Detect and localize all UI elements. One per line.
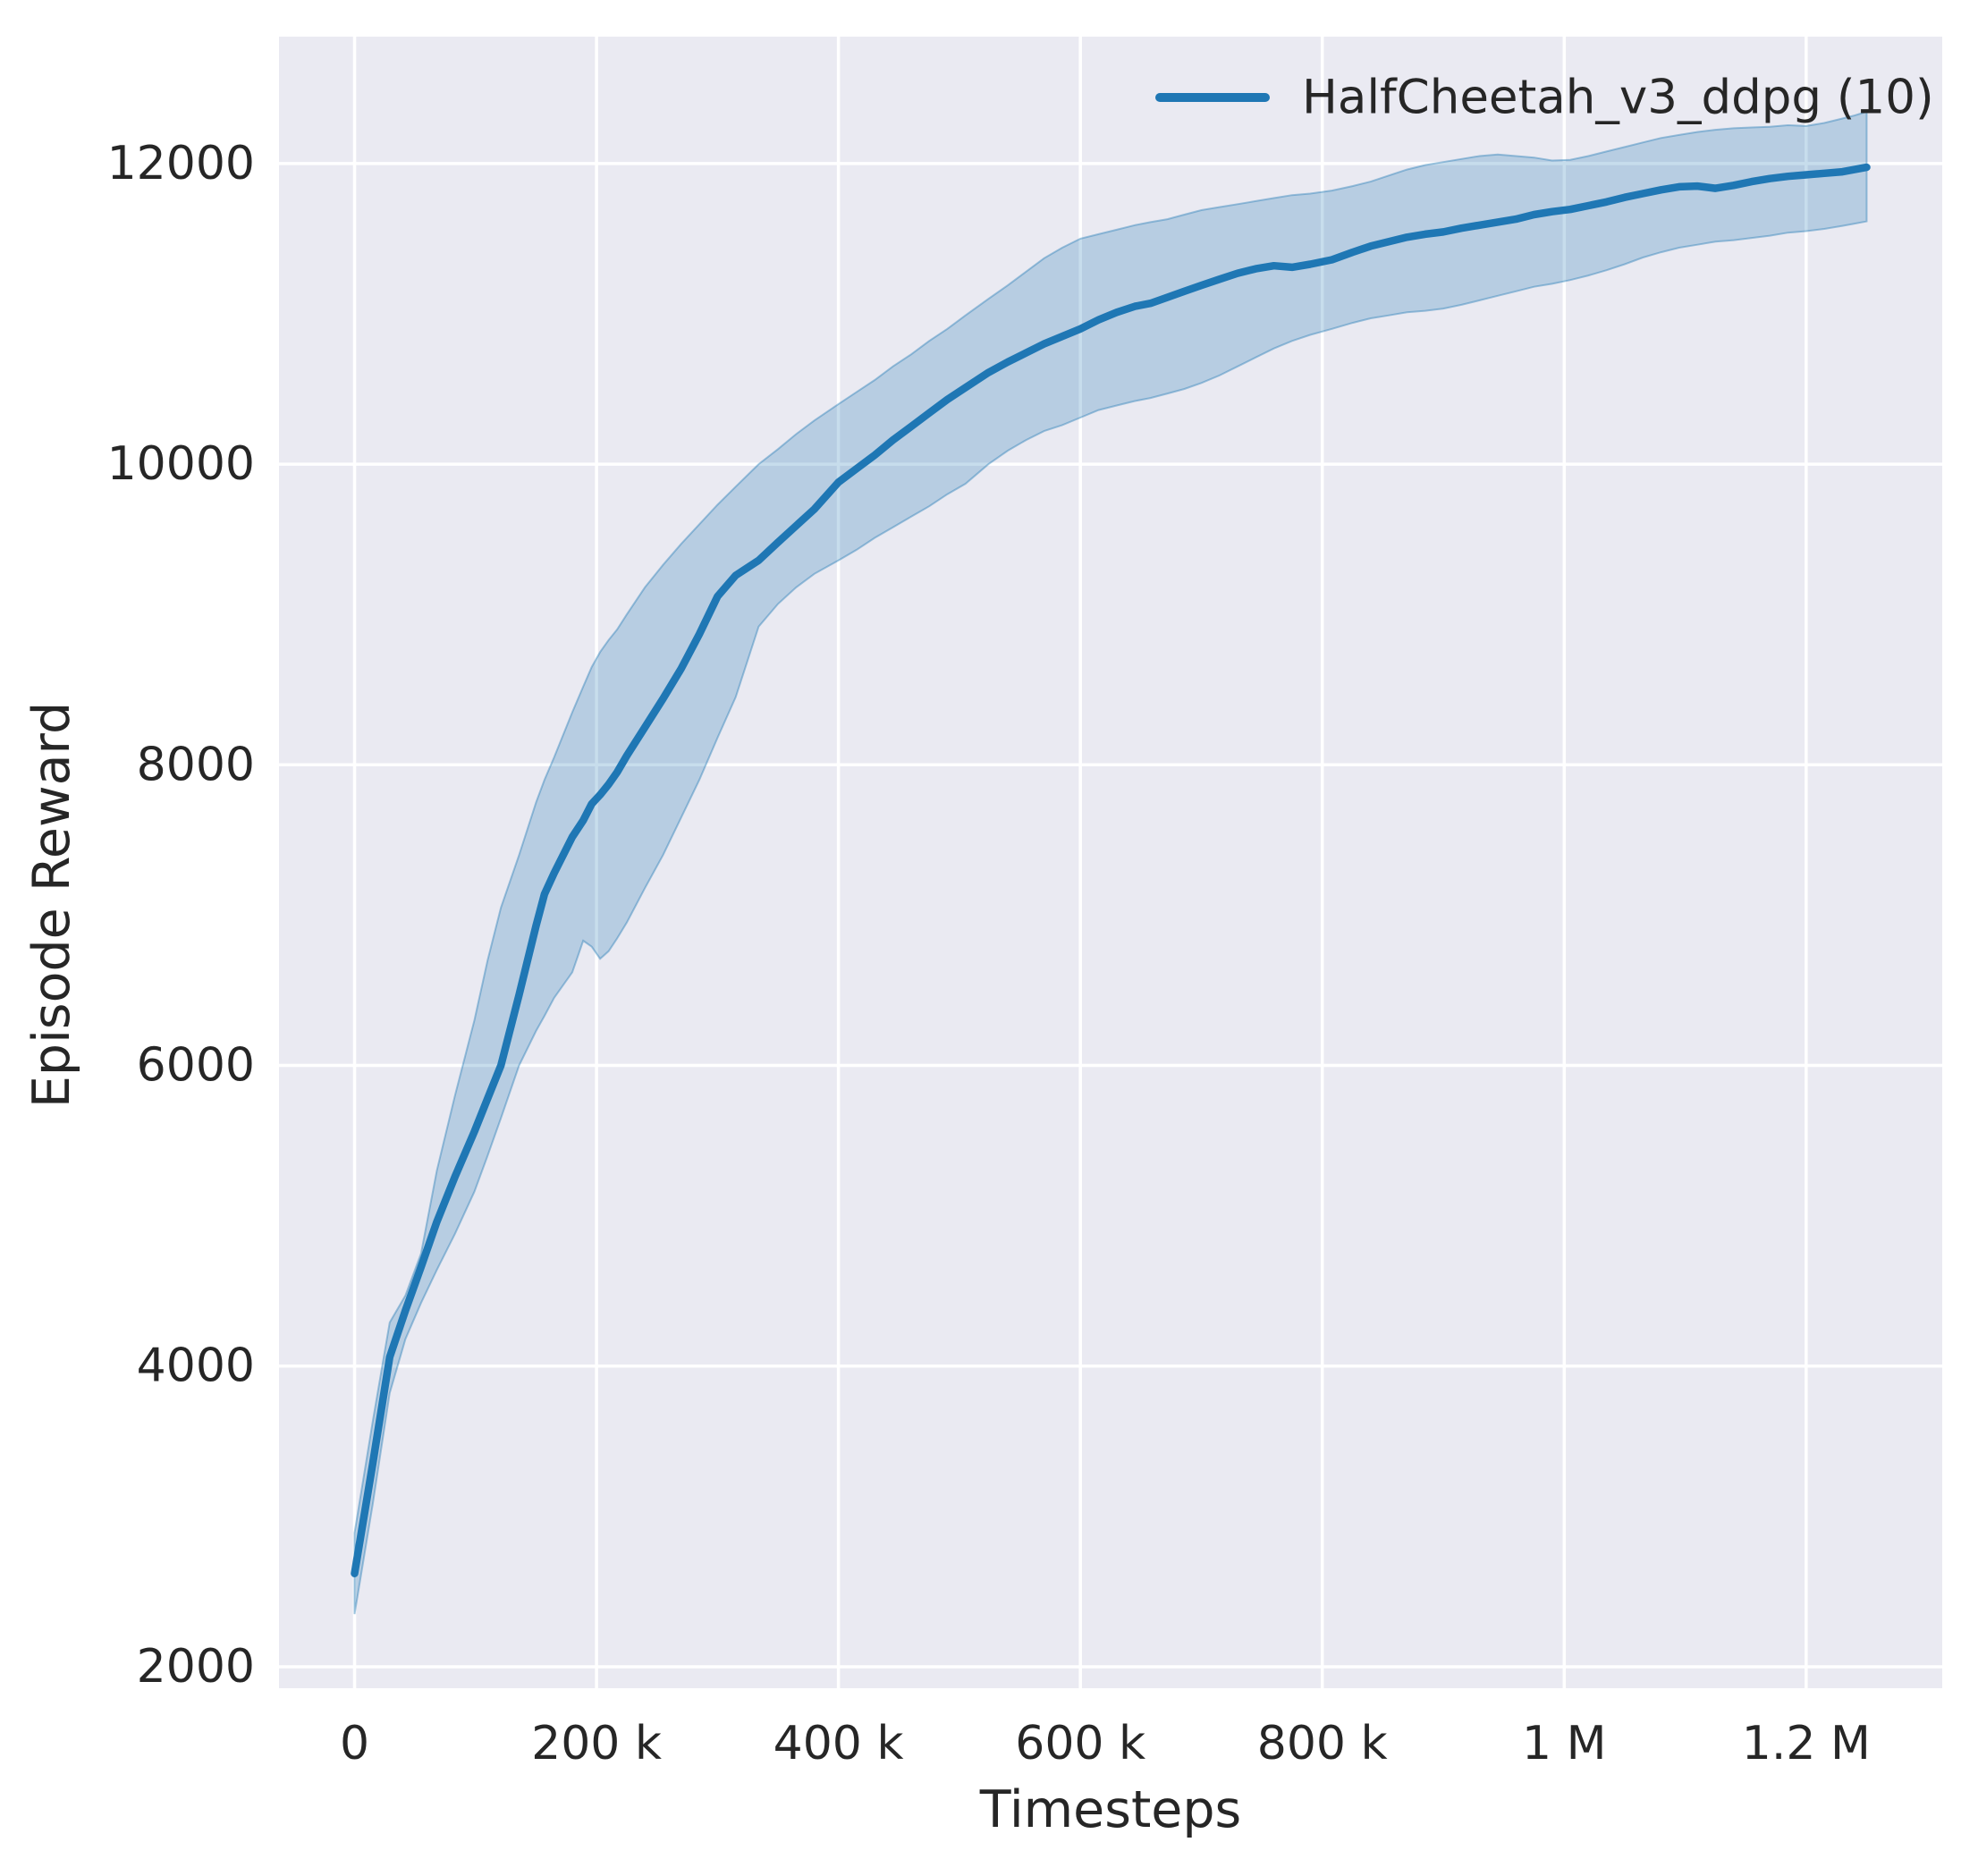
series-line: [351, 163, 1871, 1577]
y-tick-label: 10000: [107, 437, 255, 491]
legend: HalfCheetah_v3_ddpg (10): [1155, 71, 1934, 125]
y-tick-label: 6000: [137, 1039, 255, 1093]
y-tick-label: 4000: [137, 1339, 255, 1393]
x-tick-label: 1 M: [1522, 1717, 1606, 1770]
y-axis-tick-labels: 2000 4000 6000 8000 10000 12000: [107, 137, 255, 1694]
y-axis-label: Episode Reward: [22, 702, 81, 1108]
y-tick-label: 2000: [137, 1640, 255, 1694]
gridlines: [279, 37, 1942, 1688]
x-tick-label: 600 k: [1015, 1717, 1145, 1770]
x-axis-label: Timesteps: [979, 1780, 1242, 1839]
y-tick-label: 12000: [107, 137, 255, 190]
x-tick-label: 0: [340, 1717, 369, 1770]
confidence-band: [353, 110, 1868, 1615]
x-tick-label: 800 k: [1257, 1717, 1388, 1770]
x-axis-tick-labels: 0 200 k 400 k 600 k 800 k 1 M 1.2 M: [340, 1717, 1871, 1770]
x-tick-label: 1.2 M: [1742, 1717, 1871, 1770]
legend-label: HalfCheetah_v3_ddpg (10): [1302, 71, 1934, 125]
x-tick-label: 200 k: [531, 1717, 662, 1770]
y-tick-label: 8000: [137, 738, 255, 791]
x-tick-label: 400 k: [773, 1717, 904, 1770]
